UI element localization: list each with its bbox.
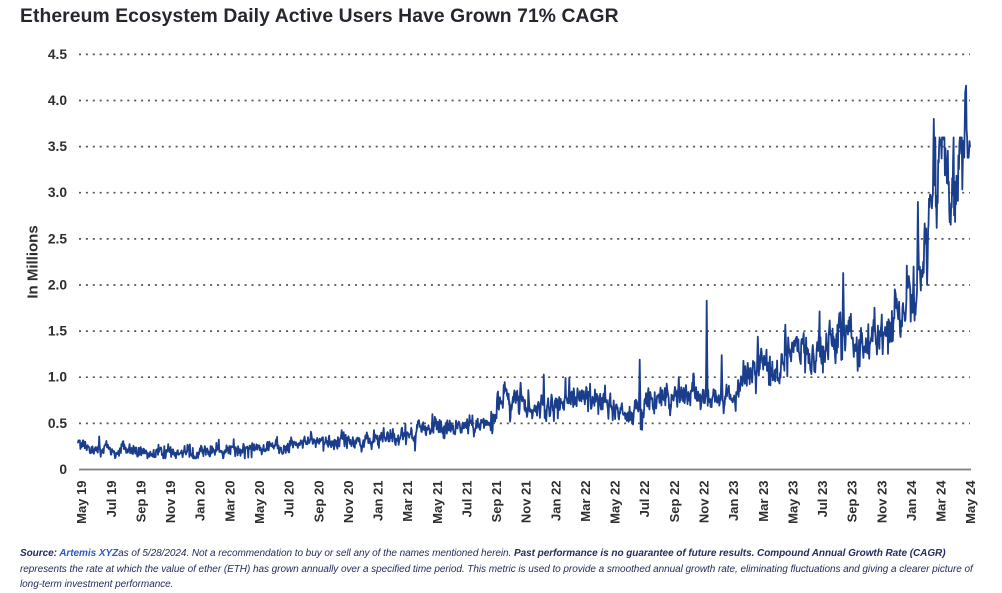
svg-text:1.0: 1.0 [48, 370, 68, 385]
svg-text:2.5: 2.5 [48, 231, 68, 246]
svg-text:Nov 22: Nov 22 [697, 481, 712, 524]
svg-text:Mar 20: Mar 20 [222, 481, 237, 522]
svg-text:May 22: May 22 [608, 481, 623, 524]
svg-text:Jan 22: Jan 22 [548, 481, 563, 521]
svg-text:Nov 21: Nov 21 [519, 481, 534, 524]
svg-text:Mar 23: Mar 23 [756, 481, 771, 522]
svg-text:3.5: 3.5 [48, 139, 68, 154]
svg-text:In Millions: In Millions [25, 225, 42, 298]
svg-text:0.5: 0.5 [48, 416, 68, 431]
svg-text:Mar 24: Mar 24 [934, 480, 949, 522]
svg-text:0: 0 [59, 462, 67, 477]
svg-text:Jul 20: Jul 20 [282, 481, 297, 518]
svg-text:4.0: 4.0 [48, 93, 68, 108]
svg-text:Jan 21: Jan 21 [371, 481, 386, 521]
svg-text:May 21: May 21 [430, 481, 445, 524]
svg-text:Sep 19: Sep 19 [134, 481, 149, 523]
svg-text:Jul 21: Jul 21 [459, 481, 474, 518]
svg-text:Sep 20: Sep 20 [311, 481, 326, 523]
svg-text:Jan 23: Jan 23 [726, 481, 741, 521]
svg-text:May 20: May 20 [252, 481, 267, 524]
svg-text:May 19: May 19 [74, 481, 89, 524]
svg-text:1.5: 1.5 [48, 324, 68, 339]
svg-text:Sep 22: Sep 22 [667, 481, 682, 523]
svg-text:Jul 23: Jul 23 [815, 481, 830, 518]
svg-text:Sep 23: Sep 23 [845, 481, 860, 523]
svg-text:Nov 20: Nov 20 [341, 481, 356, 524]
svg-text:Nov 19: Nov 19 [163, 481, 178, 524]
svg-text:Jul 19: Jul 19 [104, 481, 119, 518]
svg-text:Mar 22: Mar 22 [578, 481, 593, 522]
svg-text:Jan 20: Jan 20 [193, 481, 208, 521]
svg-text:4.5: 4.5 [48, 47, 68, 62]
svg-text:2.0: 2.0 [48, 278, 68, 293]
svg-text:May 24: May 24 [963, 480, 978, 524]
svg-text:Jul 22: Jul 22 [637, 481, 652, 518]
svg-text:Sep 21: Sep 21 [489, 481, 504, 523]
svg-text:Mar 21: Mar 21 [400, 481, 415, 522]
svg-text:Jan 24: Jan 24 [904, 480, 919, 521]
svg-text:3.0: 3.0 [48, 185, 68, 200]
svg-text:Nov 23: Nov 23 [874, 481, 889, 524]
svg-text:May 23: May 23 [785, 481, 800, 524]
